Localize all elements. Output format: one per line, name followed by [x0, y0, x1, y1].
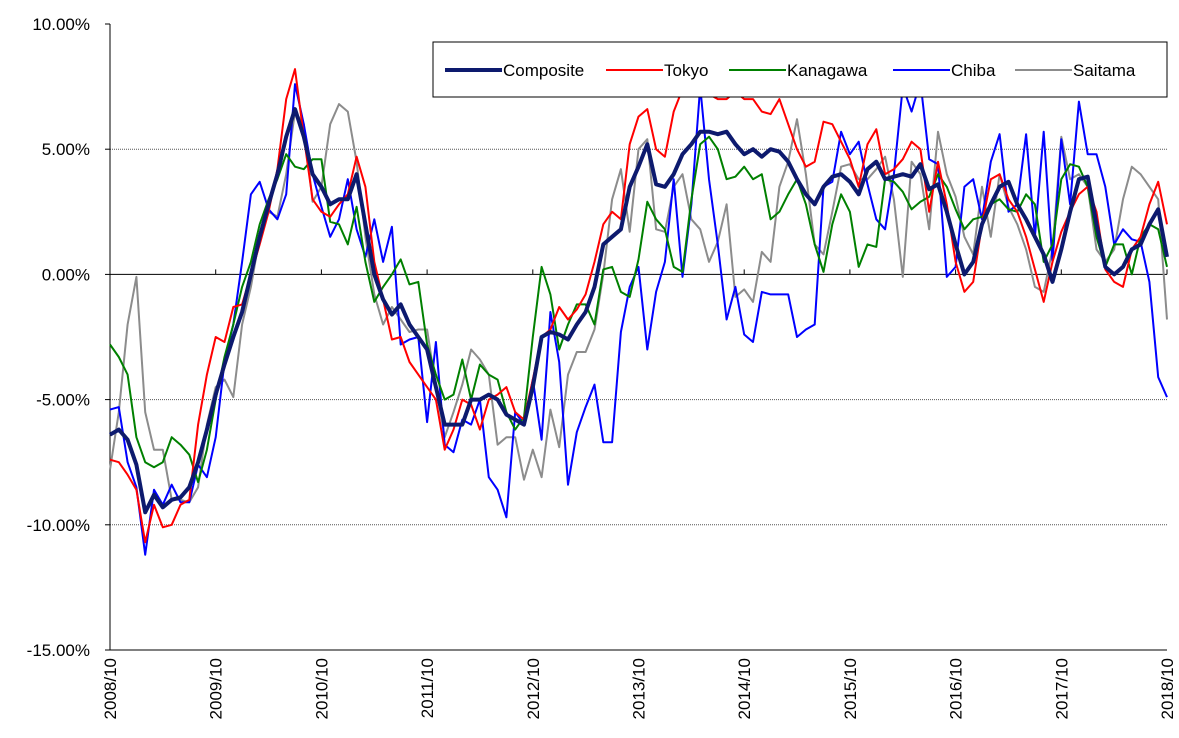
legend: Composite Tokyo Kanagawa Chiba Saitama [432, 41, 1168, 98]
x-tick-label: 2016/10 [947, 658, 966, 719]
legend-label: Saitama [1073, 61, 1136, 80]
y-tick-label: 5.00% [42, 140, 90, 159]
x-tick-label: 2010/10 [312, 658, 331, 719]
series-line [109, 103, 1168, 504]
y-tick-label: -15.00% [27, 641, 90, 660]
x-tick-label: 2017/10 [1052, 658, 1071, 719]
x-tick-label: 2011/10 [418, 658, 437, 718]
x-tick-label: 2009/10 [207, 658, 226, 719]
y-tick-label: 10.00% [32, 15, 90, 34]
x-tick-label: 2015/10 [841, 658, 860, 719]
series-line [108, 107, 1169, 515]
x-tick-label: 2013/10 [630, 658, 649, 719]
y-tick-label: -5.00% [36, 391, 90, 410]
series-line [109, 80, 1168, 556]
x-tick-label: 2014/10 [735, 658, 754, 719]
series-line [109, 68, 1168, 544]
y-tick-label: -10.00% [27, 516, 90, 535]
series-line [109, 135, 1168, 484]
legend-label: Composite [503, 61, 584, 80]
legend-label: Chiba [951, 61, 996, 80]
x-tick-label: 2008/10 [101, 658, 120, 719]
legend-label: Tokyo [664, 61, 708, 80]
x-tick-label: 2018/10 [1158, 658, 1177, 719]
y-tick-label: 0.00% [42, 265, 90, 284]
legend-label: Kanagawa [787, 61, 868, 80]
x-tick-label: 2012/10 [524, 658, 543, 719]
